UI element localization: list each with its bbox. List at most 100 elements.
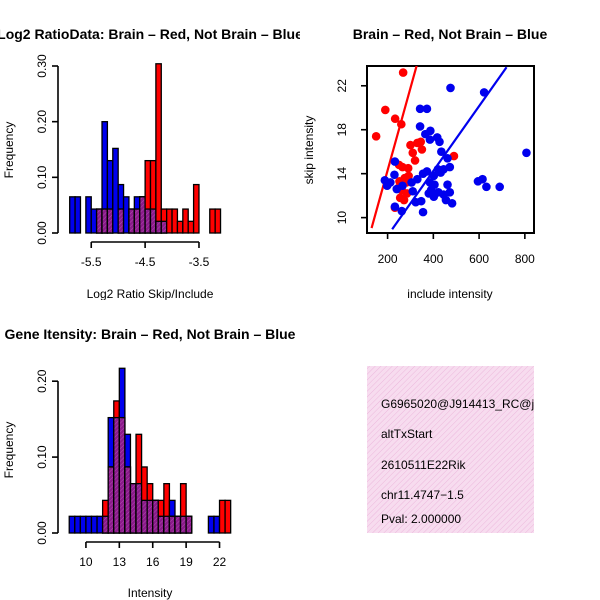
intensity-histogram-xlabel: Intensity: [128, 586, 173, 600]
ratio-y-tick-label: 0.10: [35, 165, 49, 189]
ratio-bar-brain: [192, 183, 200, 234]
scatter-point-brain: [408, 148, 418, 158]
ratio-bar-not-brain: [112, 147, 119, 234]
scatter-axes: 200 400 600 800 10 14 18 22: [335, 79, 535, 266]
ratio-x-tick-label: -5.5: [81, 255, 102, 269]
ratio-bar-overlap: [149, 208, 157, 234]
intensity-histogram-title: Gene Itensity: Brain – Red, Not Brain – …: [5, 326, 296, 342]
scatter-point-not-brain: [398, 181, 407, 191]
intensity-histogram-ylabel: Frequency: [2, 422, 16, 479]
ratio-bar-overlap: [95, 208, 103, 234]
intensity-bar-overlap: [163, 515, 171, 534]
intensity-bar-overlap: [140, 499, 148, 534]
ratio-bar-overlap: [128, 208, 135, 234]
scatter-point-not-brain: [425, 135, 435, 144]
scatter-point-brain: [371, 132, 381, 141]
scatter-point-not-brain: [447, 199, 457, 208]
ratio-bar-not-brain: [85, 196, 92, 234]
ratio-x-tick-label: -4.5: [135, 255, 156, 269]
ratio-bar-overlap: [144, 208, 152, 234]
intensity-bar-not-brain: [68, 515, 76, 534]
ratio-histogram-bars: [69, 63, 222, 234]
scatter-panel: Brain – Red, Not Brain – Blue include in…: [302, 26, 547, 301]
scatter-point-not-brain: [415, 104, 425, 114]
scatter-point-not-brain: [426, 126, 435, 136]
scatter-points: [370, 66, 531, 230]
intensity-bar-not-brain: [74, 515, 82, 534]
intensity-y-tick-label: 0.20: [35, 369, 49, 393]
scatter-x-tick-label: 600: [469, 252, 489, 266]
scatter-point-brain: [416, 137, 426, 147]
intensity-bar-overlap: [113, 416, 120, 534]
scatter-point-not-brain: [422, 167, 432, 176]
intensity-bar-overlap: [152, 499, 159, 534]
scatter-point-not-brain: [495, 182, 504, 192]
intensity-bar-brain: [224, 499, 232, 534]
intensity-bar-overlap: [101, 515, 109, 534]
pval-text: Pval: 2.000000: [381, 512, 461, 526]
intensity-bar-overlap: [118, 416, 126, 534]
ratio-x-tick-label: -3.5: [189, 255, 210, 269]
scatter-x-tick-label: 200: [378, 252, 398, 266]
intensity-bar-not-brain: [79, 515, 87, 534]
intensity-bar-overlap: [129, 483, 137, 534]
scatter-point-not-brain: [445, 188, 455, 197]
scatter-point-not-brain: [418, 207, 428, 217]
scatter-point-brain: [398, 68, 408, 77]
scatter-title: Brain – Red, Not Brain – Blue: [353, 26, 548, 42]
scatter-point-not-brain: [408, 186, 418, 196]
intensity-bar-overlap: [174, 515, 182, 534]
scatter-point-not-brain: [443, 180, 452, 189]
scatter-plot-frame: [366, 65, 535, 234]
ratio-histogram-ylabel: Frequency: [2, 122, 16, 179]
location-text: chr11.4747−1.5: [381, 488, 464, 502]
ratio-histogram-title: Log2 RatioData: Brain – Red, Not Brain –…: [0, 26, 303, 42]
ratio-histogram-xlabel: Log2 Ratio Skip/Include: [87, 287, 214, 301]
info-box: [367, 366, 534, 533]
gene-name-text: 2610511E22Rik: [381, 458, 467, 472]
scatter-point-not-brain: [478, 174, 487, 184]
ratio-bar-overlap: [106, 208, 114, 234]
ratio-bar-brain: [171, 208, 179, 234]
ratio-bar-brain: [214, 208, 222, 234]
scatter-point-not-brain: [435, 137, 444, 147]
scatter-point-not-brain: [522, 148, 531, 158]
ratio-bar-brain: [209, 208, 216, 234]
ratio-bar-brain: [182, 208, 189, 234]
scatter-point-not-brain: [437, 147, 446, 156]
ratio-bar-overlap: [139, 196, 146, 234]
ratio-bar-brain: [155, 63, 162, 234]
ratio-bar-not-brain: [122, 196, 130, 234]
ratio-y-tick-label: 0.30: [35, 54, 49, 78]
ratio-bar-not-brain: [90, 208, 98, 234]
ratio-bar-brain: [166, 208, 173, 234]
intensity-bar-not-brain: [213, 515, 221, 534]
ratio-bar-not-brain: [69, 196, 76, 234]
scatter-point-not-brain: [445, 162, 455, 172]
scatter-point-brain: [403, 163, 413, 173]
scatter-y-tick-label: 22: [335, 79, 349, 93]
scatter-point-not-brain: [422, 104, 432, 114]
scatter-x-tick-label: 800: [515, 252, 535, 266]
intensity-bar-overlap: [146, 499, 154, 534]
intensity-bar-not-brain: [96, 515, 104, 534]
scatter-point-not-brain: [424, 189, 434, 198]
scatter-point-brain: [399, 195, 409, 205]
intensity-bar-overlap: [135, 483, 143, 534]
intensity-y-tick-label: 0.00: [35, 521, 49, 545]
info-panel: G6965020@J914413_RC@j_at altTxStart 2610…: [367, 366, 534, 533]
fit-line-not-brain: [391, 66, 508, 230]
intensity-x-tick-label: 13: [113, 555, 127, 569]
scatter-point-brain: [417, 145, 427, 154]
scatter-point-not-brain: [382, 181, 392, 191]
intensity-x-tick-label: 10: [79, 555, 93, 569]
scatter-y-tick-label: 14: [335, 167, 349, 181]
intensity-histogram-axes: 10 13 16 19 22 0.00 0.10 0.20: [35, 369, 227, 569]
scatter-point-brain: [381, 105, 390, 115]
ratio-histogram-axes: -5.5 -4.5 -3.5 0.00 0.10 0.20 0.30: [35, 54, 210, 269]
scatter-point-brain: [410, 156, 420, 165]
ratio-bar-brain: [187, 220, 195, 234]
scatter-point-not-brain: [413, 174, 422, 184]
intensity-x-tick-label: 16: [146, 555, 160, 569]
